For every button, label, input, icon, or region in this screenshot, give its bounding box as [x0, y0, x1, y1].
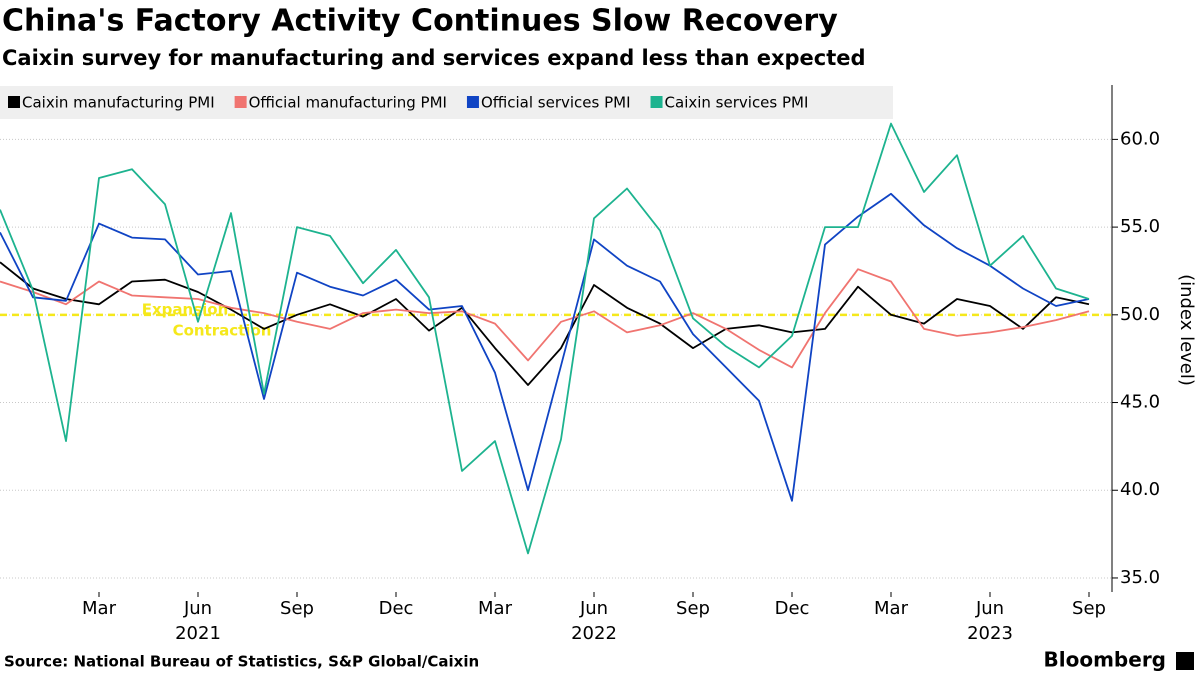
y-tick-label: 55.0 [1120, 216, 1160, 237]
source: Source: National Bureau of Statistics, S… [4, 653, 479, 671]
y-tick-label: 40.0 [1120, 479, 1160, 500]
y-tick-label: 60.0 [1120, 128, 1160, 149]
legend-swatch [466, 96, 479, 108]
legend-label: Official manufacturing PMI [249, 94, 447, 112]
year-label: 2021 [175, 623, 221, 644]
y-tick-label: 45.0 [1120, 392, 1160, 413]
legend-swatch [8, 96, 20, 108]
y-tick-label: 35.0 [1120, 567, 1160, 588]
x-tick-label: Sep [280, 598, 314, 619]
legend-background [0, 86, 893, 119]
chart-title: China's Factory Activity Continues Slow … [2, 4, 838, 39]
series-line [0, 192, 1090, 502]
series-line [0, 122, 1090, 555]
legend-label: Caixin services PMI [665, 94, 809, 112]
series-line [0, 268, 1090, 369]
year-label: 2022 [571, 623, 617, 644]
legend-label: Official services PMI [481, 94, 631, 112]
x-tick-label: Mar [874, 598, 909, 619]
series-line [0, 261, 1090, 386]
x-tick-label: Dec [775, 598, 810, 619]
x-tick-label: Jun [183, 598, 212, 619]
x-tick-label: Mar [82, 598, 117, 619]
x-tick-label: Sep [676, 598, 710, 619]
x-tick-label: Sep [1072, 598, 1106, 619]
x-tick-label: Jun [579, 598, 608, 619]
x-tick-label: Dec [379, 598, 414, 619]
chart-subtitle: Caixin survey for manufacturing and serv… [2, 46, 866, 70]
legend-swatch [650, 96, 663, 108]
year-label: 2023 [967, 623, 1013, 644]
brand: Bloomberg [1044, 648, 1166, 672]
legend-swatch [234, 96, 247, 108]
x-tick-label: Mar [478, 598, 513, 619]
x-tick-label: Jun [975, 598, 1004, 619]
y-tick-label: 50.0 [1120, 304, 1160, 325]
threshold-above-label: Expansion [142, 300, 229, 318]
brand-icon [1176, 652, 1194, 670]
y-axis-label: (index level) [1176, 274, 1197, 386]
legend-label: Caixin manufacturing PMI [22, 94, 215, 112]
